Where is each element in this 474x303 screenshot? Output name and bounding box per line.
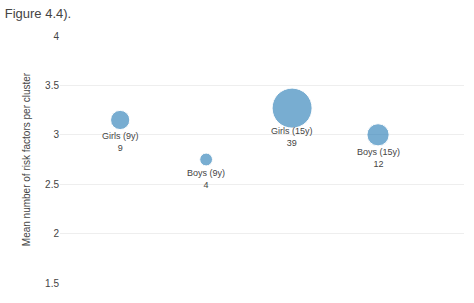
svg-text:1.5: 1.5 bbox=[45, 278, 59, 289]
svg-text:Girls (15y)39: Girls (15y)39 bbox=[271, 126, 313, 148]
svg-text:Figure 4.4).: Figure 4.4). bbox=[5, 6, 71, 21]
svg-text:Boys (15y)12: Boys (15y)12 bbox=[357, 147, 400, 169]
svg-text:3.5: 3.5 bbox=[45, 80, 59, 91]
svg-text:Girls (9y)9: Girls (9y)9 bbox=[102, 131, 139, 153]
svg-text:Boys (9y)4: Boys (9y)4 bbox=[187, 168, 225, 190]
svg-text:Mean number of risk factors pe: Mean number of risk factors per cluster bbox=[21, 72, 32, 246]
svg-text:4: 4 bbox=[53, 31, 59, 42]
svg-text:2.5: 2.5 bbox=[45, 179, 59, 190]
svg-text:2: 2 bbox=[53, 228, 59, 239]
svg-text:3: 3 bbox=[53, 129, 59, 140]
